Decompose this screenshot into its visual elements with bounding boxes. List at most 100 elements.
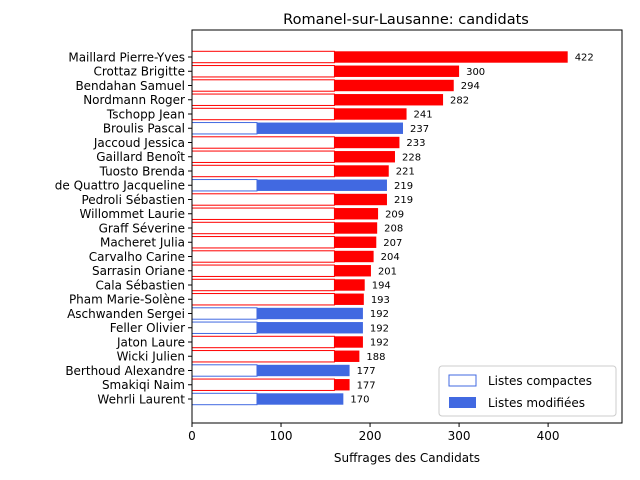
bar-modified — [256, 307, 363, 320]
bar-modified — [256, 122, 403, 134]
bar-modified — [256, 364, 350, 377]
category-label: Graff Séverine — [99, 221, 185, 235]
category-label: Tschopp Jean — [106, 107, 185, 121]
data-label: 192 — [370, 323, 389, 334]
legend-label-compactes: Listes compactes — [488, 374, 592, 388]
x-tick-label: 400 — [537, 429, 560, 443]
bar-modified — [334, 108, 407, 120]
data-label: 422 — [575, 53, 594, 64]
bar-compact — [191, 350, 335, 363]
bar-compact — [191, 364, 258, 377]
category-label: Berthoud Alexandre — [65, 364, 185, 378]
data-label: 194 — [372, 281, 391, 292]
bar-compact — [191, 79, 335, 92]
data-label: 219 — [394, 181, 413, 192]
bar-compact — [191, 307, 258, 320]
category-label: Wicki Julien — [117, 350, 185, 364]
category-label: Aschwanden Sergei — [67, 307, 185, 321]
x-tick-label: 0 — [188, 429, 196, 443]
bar-modified — [256, 179, 387, 191]
data-label: 300 — [466, 67, 485, 78]
category-label: Macheret Julia — [100, 236, 185, 250]
bar-compact — [191, 150, 335, 163]
bar-compact — [191, 193, 335, 206]
bar-compact — [191, 264, 335, 277]
bar-modified — [334, 51, 568, 63]
bar-modified — [334, 151, 395, 163]
data-label: 177 — [357, 366, 376, 377]
bar-modified — [256, 393, 344, 405]
data-label: 170 — [350, 395, 369, 406]
bar-compact — [191, 392, 258, 406]
category-label: Gaillard Benoît — [96, 150, 185, 164]
category-label: Feller Olivier — [110, 321, 185, 335]
category-label: Willommet Laurie — [79, 207, 185, 221]
bar-compact — [191, 378, 335, 391]
bar-modified — [334, 336, 363, 348]
bar-compact — [191, 207, 335, 220]
bar-modified — [256, 322, 363, 334]
bar-compact — [191, 136, 335, 149]
bar-modified — [334, 65, 460, 77]
bar-compact — [191, 335, 335, 349]
data-label: 228 — [402, 152, 421, 163]
category-label: Pedroli Sébastien — [81, 193, 185, 207]
bar-compact — [191, 122, 258, 135]
category-label: Jaccoud Jessica — [93, 136, 185, 150]
data-label: 233 — [406, 138, 425, 149]
data-label: 192 — [370, 338, 389, 349]
bar-modified — [334, 350, 360, 362]
category-label: Nordmann Roger — [83, 93, 185, 107]
bar-modified — [334, 136, 400, 149]
value-labels: 422 300 294 282 241 237 233 228 221 219 219 209 208 2… — [350, 53, 593, 406]
data-label: 177 — [357, 380, 376, 391]
category-label: Jaton Laure — [116, 335, 185, 349]
bar-modified — [334, 165, 389, 177]
category-label: Crottaz Brigitte — [93, 65, 185, 79]
chart-title: Romanel-sur-Lausanne: candidats — [283, 12, 529, 28]
plot-frame — [191, 29, 623, 424]
bar-modified — [334, 379, 350, 391]
bar-compact — [191, 321, 258, 334]
legend-box — [438, 365, 617, 417]
data-label: 221 — [396, 167, 415, 178]
legend: Listes compactes Listes modifiées — [438, 365, 617, 417]
category-label: Sarrasin Oriane — [92, 264, 185, 278]
bar-modified — [334, 193, 387, 206]
data-label: 209 — [385, 209, 404, 220]
legend-swatch-compactes — [448, 374, 477, 387]
data-label: 192 — [370, 309, 389, 320]
bar-modified — [334, 250, 374, 263]
bar-compact — [191, 93, 335, 106]
data-label: 219 — [394, 195, 413, 206]
data-label: 201 — [378, 266, 397, 277]
data-label: 208 — [384, 224, 403, 235]
bar-compact — [191, 107, 335, 121]
category-label: Bendahan Samuel — [75, 79, 185, 93]
data-label: 241 — [414, 110, 433, 121]
legend-swatch-modifiees — [449, 397, 476, 408]
data-label: 294 — [461, 81, 480, 92]
category-label: de Quattro Jacqueline — [55, 179, 185, 193]
x-tick-label: 300 — [448, 429, 471, 443]
data-label: 282 — [450, 95, 469, 106]
bar-modified — [334, 222, 378, 234]
category-label: Wehrli Laurent — [97, 392, 185, 406]
bar-compact — [191, 164, 335, 178]
bar-compact — [191, 221, 335, 235]
bar-compact — [191, 250, 335, 263]
category-label: Cala Sébastien — [96, 278, 185, 292]
category-label: Pham Marie-Solène — [69, 293, 185, 307]
bar-compact — [191, 293, 335, 306]
bar-compact — [191, 236, 335, 249]
bar-modified — [334, 79, 454, 92]
x-tick-label: 100 — [270, 429, 293, 443]
x-axis-label: Suffrages des Candidats — [334, 451, 480, 465]
bar-modified — [334, 94, 444, 106]
data-label: 193 — [371, 295, 390, 306]
category-label: Broulis Pascal — [103, 122, 185, 136]
legend-label-modifiees: Listes modifiées — [488, 396, 585, 410]
